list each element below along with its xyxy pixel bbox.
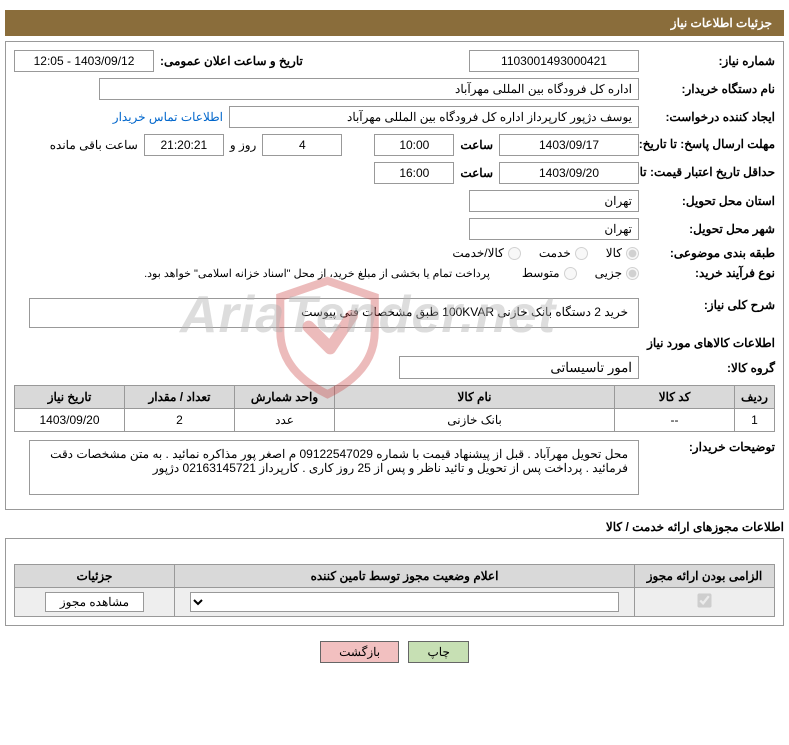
price-valid-date: 1403/09/20 xyxy=(499,162,639,184)
need-no-value: 1103001493000421 xyxy=(469,50,639,72)
th-permit-status: اعلام وضعیت مجوز توسط تامین کننده xyxy=(175,565,635,588)
radio-goods-service-label: کالا/خدمت xyxy=(452,246,503,260)
price-valid-time: 16:00 xyxy=(374,162,454,184)
th-code: کد کالا xyxy=(615,386,735,409)
th-permit-detail: جزئیات xyxy=(15,565,175,588)
resp-deadline-label: مهلت ارسال پاسخ: تا تاریخ: xyxy=(645,137,775,153)
delivery-city-label: شهر محل تحویل: xyxy=(645,222,775,236)
td-date: 1403/09/20 xyxy=(15,409,125,432)
delivery-province-label: استان محل تحویل: xyxy=(645,194,775,208)
radio-service xyxy=(575,247,588,260)
remaining-days: 4 xyxy=(262,134,342,156)
print-button[interactable]: چاپ xyxy=(408,641,468,663)
th-unit: واحد شمارش xyxy=(235,386,335,409)
buyer-notes-label: توضیحات خریدار: xyxy=(645,440,775,454)
buyer-org-value: اداره کل فرودگاه بین المللی مهرآباد xyxy=(99,78,639,100)
remaining-suffix: ساعت باقی مانده xyxy=(50,138,138,152)
td-name: بانک خازنی xyxy=(335,409,615,432)
need-no-label: شماره نیاز: xyxy=(645,54,775,68)
process-radio-group: جزیی متوسط xyxy=(522,266,639,280)
td-row: 1 xyxy=(735,409,775,432)
announce-dt-value: 1403/09/12 - 12:05 xyxy=(14,50,154,72)
button-row: چاپ بازگشت xyxy=(0,631,789,673)
goods-group-label: گروه کالا: xyxy=(645,361,775,375)
permit-status-select[interactable] xyxy=(190,592,618,612)
radio-goods-label: کالا xyxy=(606,246,622,260)
remaining-time: 21:20:21 xyxy=(144,134,224,156)
main-panel: شماره نیاز: 1103001493000421 تاریخ و ساع… xyxy=(5,41,784,510)
back-button[interactable]: بازگشت xyxy=(320,641,399,663)
th-permit-mandatory: الزامی بودن ارائه مجوز xyxy=(635,565,775,588)
td-qty: 2 xyxy=(125,409,235,432)
goods-info-title: اطلاعات کالاهای مورد نیاز xyxy=(14,336,775,350)
radio-goods xyxy=(626,247,639,260)
view-permit-button[interactable]: مشاهده مجوز xyxy=(45,592,144,612)
radio-service-label: خدمت xyxy=(539,246,571,260)
goods-table: ردیف کد کالا نام کالا واحد شمارش تعداد /… xyxy=(14,385,775,432)
radio-partial xyxy=(626,267,639,280)
process-note: پرداخت تمام یا بخشی از مبلغ خرید، از محل… xyxy=(144,267,490,280)
th-qty: تعداد / مقدار xyxy=(125,386,235,409)
th-row: ردیف xyxy=(735,386,775,409)
radio-goods-service xyxy=(508,247,521,260)
buyer-notes-value: محل تحویل مهرآباد . قبل از پیشنهاد قیمت … xyxy=(29,440,639,495)
category-label: طبقه بندی موضوعی: xyxy=(645,246,775,260)
process-label: نوع فرآیند خرید: xyxy=(645,266,775,280)
td-unit: عدد xyxy=(235,409,335,432)
buyer-contact-link[interactable]: اطلاعات تماس خریدار xyxy=(113,110,223,124)
price-valid-time-label: ساعت xyxy=(460,166,493,180)
th-date: تاریخ نیاز xyxy=(15,386,125,409)
page-header: جزئیات اطلاعات نیاز xyxy=(5,10,784,36)
td-code: -- xyxy=(615,409,735,432)
permit-row: مشاهده مجوز xyxy=(15,588,775,617)
table-row: 1 -- بانک خازنی عدد 2 1403/09/20 xyxy=(15,409,775,432)
days-and-label: روز و xyxy=(230,138,257,152)
requester-value: یوسف دژپور کارپرداز اداره کل فرودگاه بین… xyxy=(229,106,639,128)
resp-time-label: ساعت xyxy=(460,138,493,152)
resp-date-value: 1403/09/17 xyxy=(499,134,639,156)
delivery-city-value: تهران xyxy=(469,218,639,240)
th-name: نام کالا xyxy=(335,386,615,409)
permit-mandatory-checkbox xyxy=(697,593,711,607)
radio-partial-label: جزیی xyxy=(595,266,622,280)
announce-dt-label: تاریخ و ساعت اعلان عمومی: xyxy=(160,54,303,68)
resp-time-value: 10:00 xyxy=(374,134,454,156)
goods-group-input xyxy=(399,356,639,379)
permit-table: الزامی بودن ارائه مجوز اعلام وضعیت مجوز … xyxy=(14,564,775,617)
permit-panel: الزامی بودن ارائه مجوز اعلام وضعیت مجوز … xyxy=(5,538,784,626)
delivery-province-value: تهران xyxy=(469,190,639,212)
overall-desc-label: شرح کلی نیاز: xyxy=(645,298,775,312)
permit-section-title: اطلاعات مجوزهای ارائه خدمت / کالا xyxy=(5,520,784,534)
requester-label: ایجاد کننده درخواست: xyxy=(645,110,775,124)
radio-medium-label: متوسط xyxy=(522,266,560,280)
buyer-org-label: نام دستگاه خریدار: xyxy=(645,82,775,96)
radio-medium xyxy=(564,267,577,280)
price-valid-label: حداقل تاریخ اعتبار قیمت: تا تاریخ: xyxy=(645,165,775,181)
overall-desc-value: خرید 2 دستگاه بانک خازنی 100KVAR طبق مشخ… xyxy=(29,298,639,328)
category-radio-group: کالا خدمت کالا/خدمت xyxy=(452,246,639,260)
